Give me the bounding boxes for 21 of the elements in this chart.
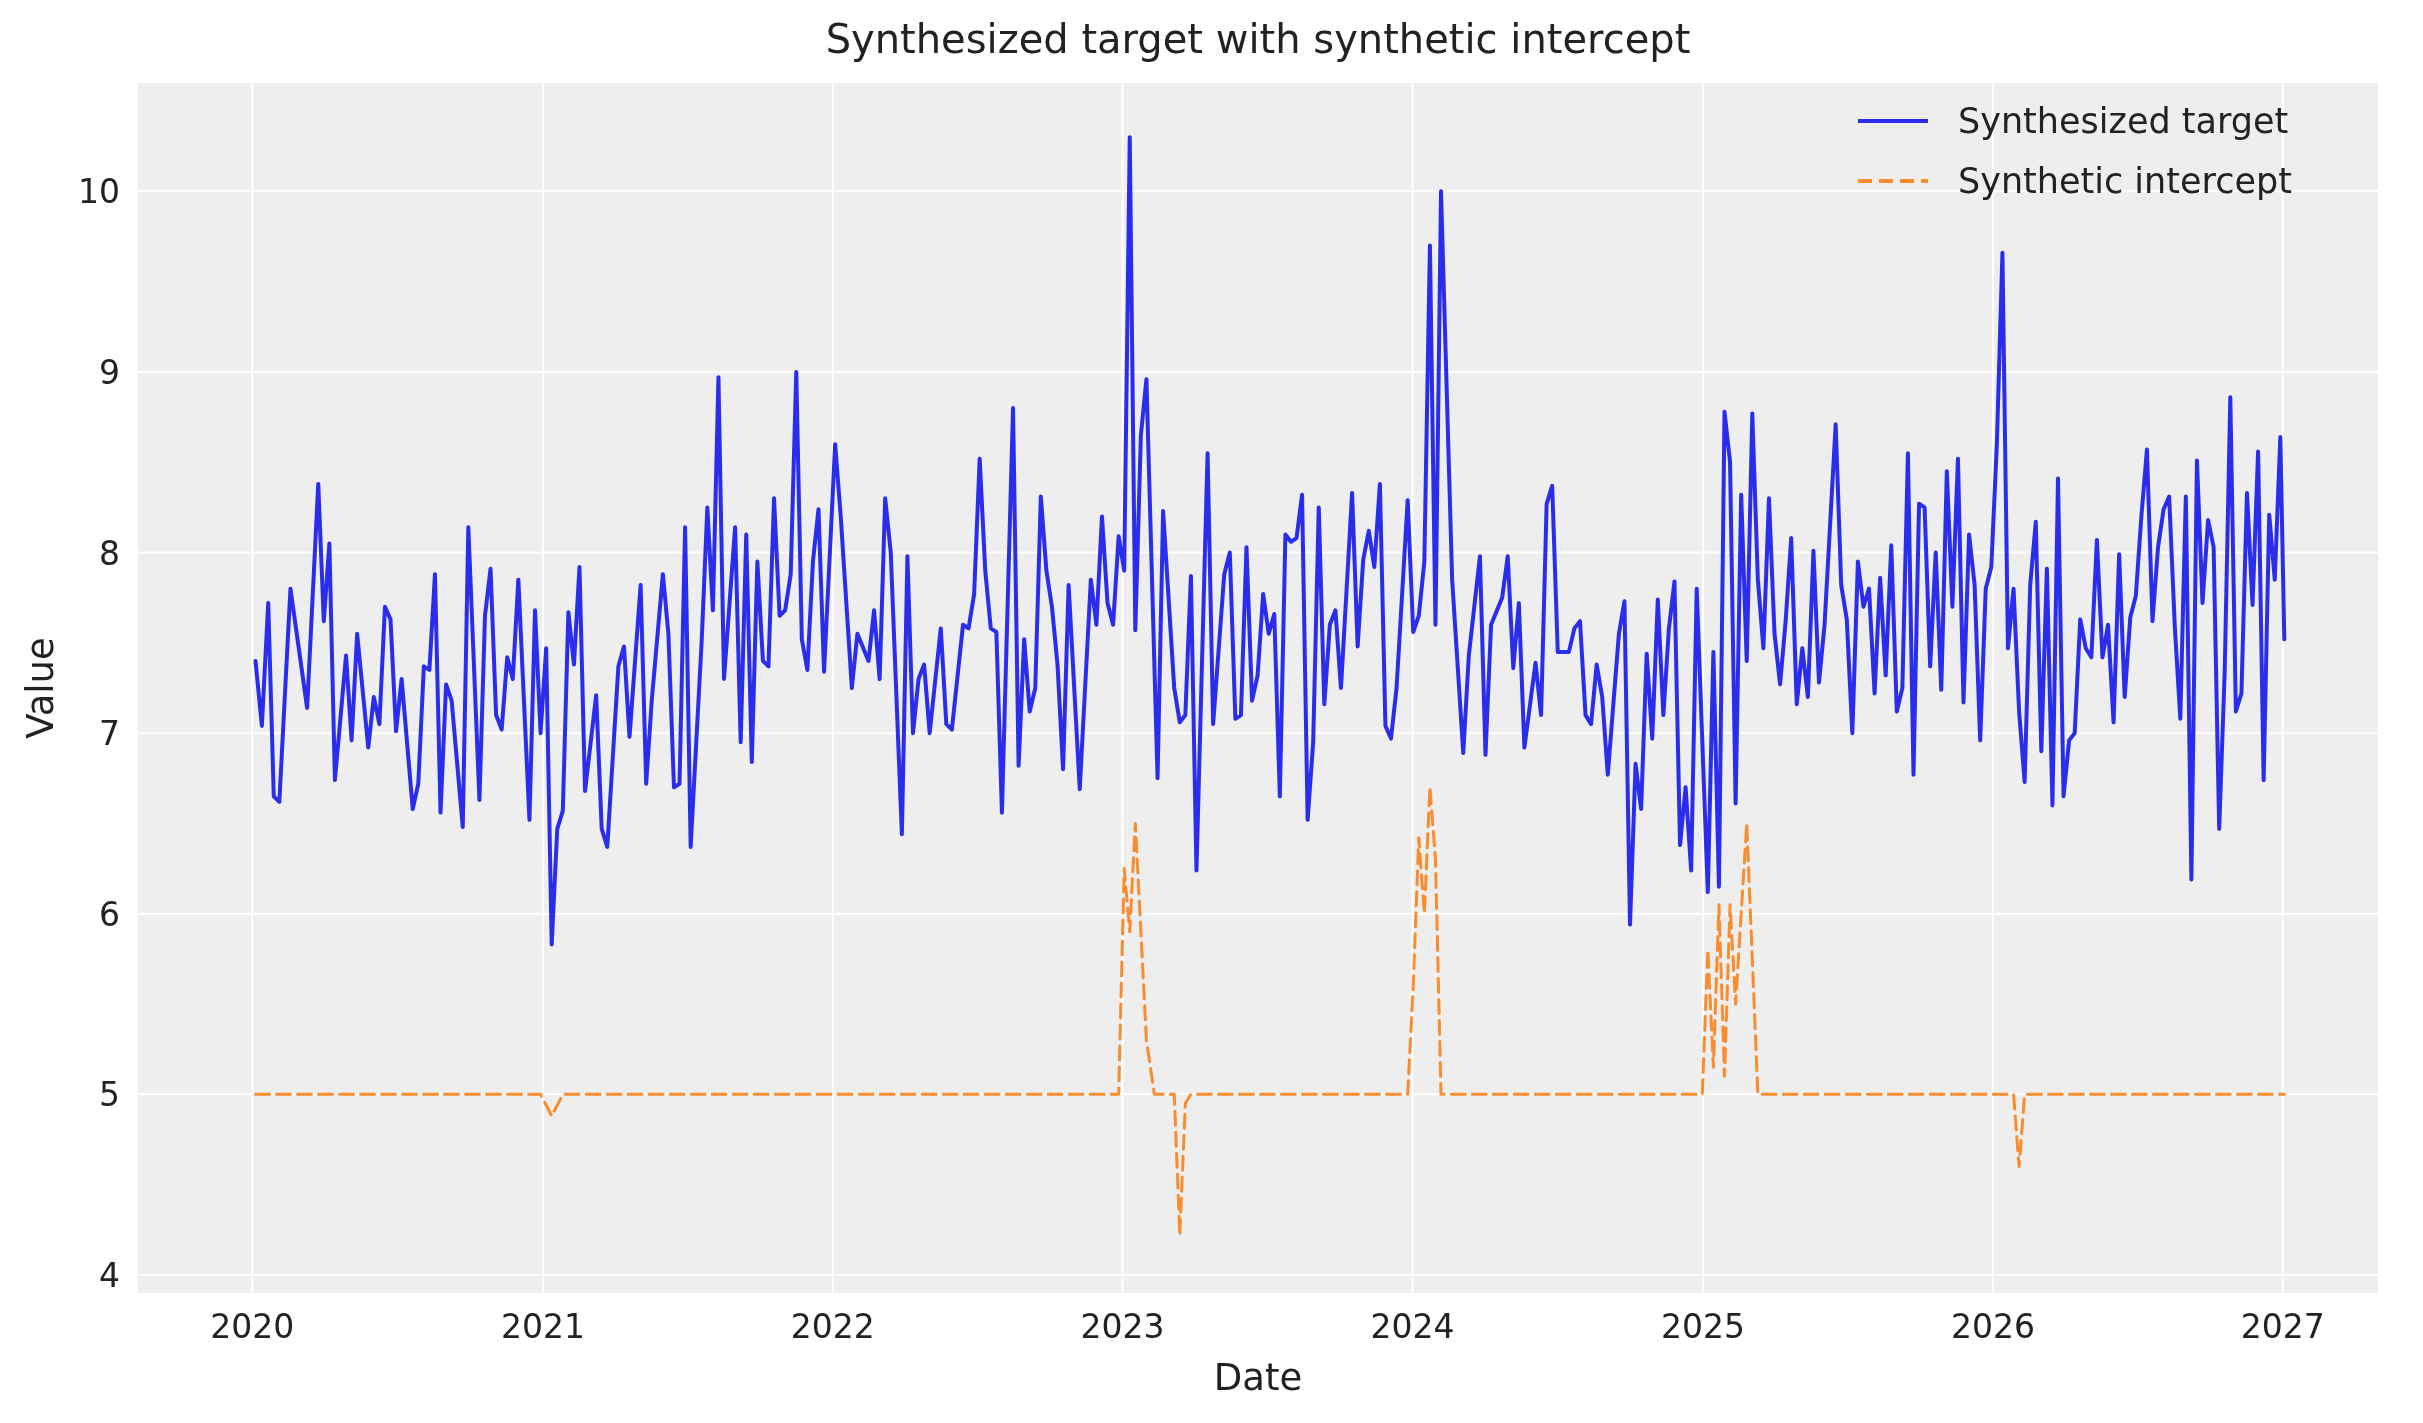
y-tick-label: 6 — [99, 894, 120, 934]
y-tick-label: 7 — [99, 714, 120, 754]
chart-title: Synthesized target with synthetic intercept — [825, 16, 1691, 62]
legend-label: Synthetic intercept — [1958, 161, 2292, 201]
x-tick-label: 2022 — [790, 1307, 875, 1346]
x-tick-label: 2024 — [1370, 1307, 1455, 1346]
y-tick-label: 4 — [99, 1255, 120, 1295]
y-axis-title: Value — [19, 637, 62, 739]
y-tick-label: 5 — [99, 1075, 120, 1115]
legend-label: Synthesized target — [1958, 101, 2289, 141]
y-tick-label: 9 — [99, 352, 120, 392]
x-tick-label: 2025 — [1661, 1307, 1746, 1346]
y-tick-label: 10 — [78, 172, 120, 212]
x-axis-title: Date — [1213, 1356, 1303, 1399]
x-tick-label: 2027 — [2240, 1307, 2325, 1346]
x-tick-label: 2023 — [1080, 1307, 1165, 1346]
x-tick-label: 2021 — [500, 1307, 585, 1346]
x-tick-label: 2020 — [210, 1307, 295, 1346]
x-tick-label: 2026 — [1950, 1307, 2035, 1346]
y-tick-label: 8 — [99, 533, 120, 573]
line-series — [254, 785, 2286, 1237]
